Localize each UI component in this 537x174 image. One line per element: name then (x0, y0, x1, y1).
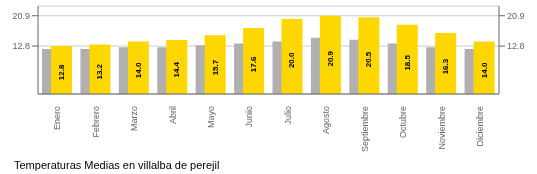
svg-text:12.8: 12.8 (57, 64, 66, 80)
svg-text:20.5: 20.5 (364, 51, 373, 67)
svg-text:Mayo: Mayo (206, 106, 216, 128)
svg-text:Diciembre: Diciembre (475, 106, 485, 147)
svg-text:12.8: 12.8 (12, 41, 30, 51)
svg-text:Enero: Enero (52, 106, 62, 130)
svg-text:Abril: Abril (168, 106, 178, 124)
svg-text:Junio: Junio (244, 106, 254, 128)
svg-text:14.0: 14.0 (134, 62, 143, 78)
svg-text:16.3: 16.3 (441, 58, 450, 74)
svg-text:Noviembre: Noviembre (437, 106, 447, 150)
svg-text:20.0: 20.0 (288, 52, 297, 68)
svg-text:15.7: 15.7 (211, 59, 220, 75)
svg-text:14.0: 14.0 (480, 62, 489, 78)
svg-text:20.9: 20.9 (12, 11, 30, 21)
svg-text:17.6: 17.6 (249, 56, 258, 72)
html-text:Temperaturas Medias en villalb: Temperaturas Medias en villalba de perej… (14, 159, 220, 171)
svg-text:Septiembre: Septiembre (360, 106, 370, 152)
svg-text:Julio: Julio (283, 106, 293, 125)
svg-text:18.5: 18.5 (403, 54, 412, 70)
svg-text:12.8: 12.8 (507, 41, 525, 51)
svg-text:14.4: 14.4 (172, 61, 181, 77)
svg-text:20.9: 20.9 (507, 11, 525, 21)
svg-text:20.9: 20.9 (326, 50, 335, 66)
svg-text:Agosto: Agosto (321, 106, 331, 134)
svg-text:Febrero: Febrero (91, 106, 101, 138)
svg-text:Octubre: Octubre (398, 106, 408, 138)
svg-text:Marzo: Marzo (129, 106, 139, 131)
svg-text:13.2: 13.2 (95, 63, 104, 79)
